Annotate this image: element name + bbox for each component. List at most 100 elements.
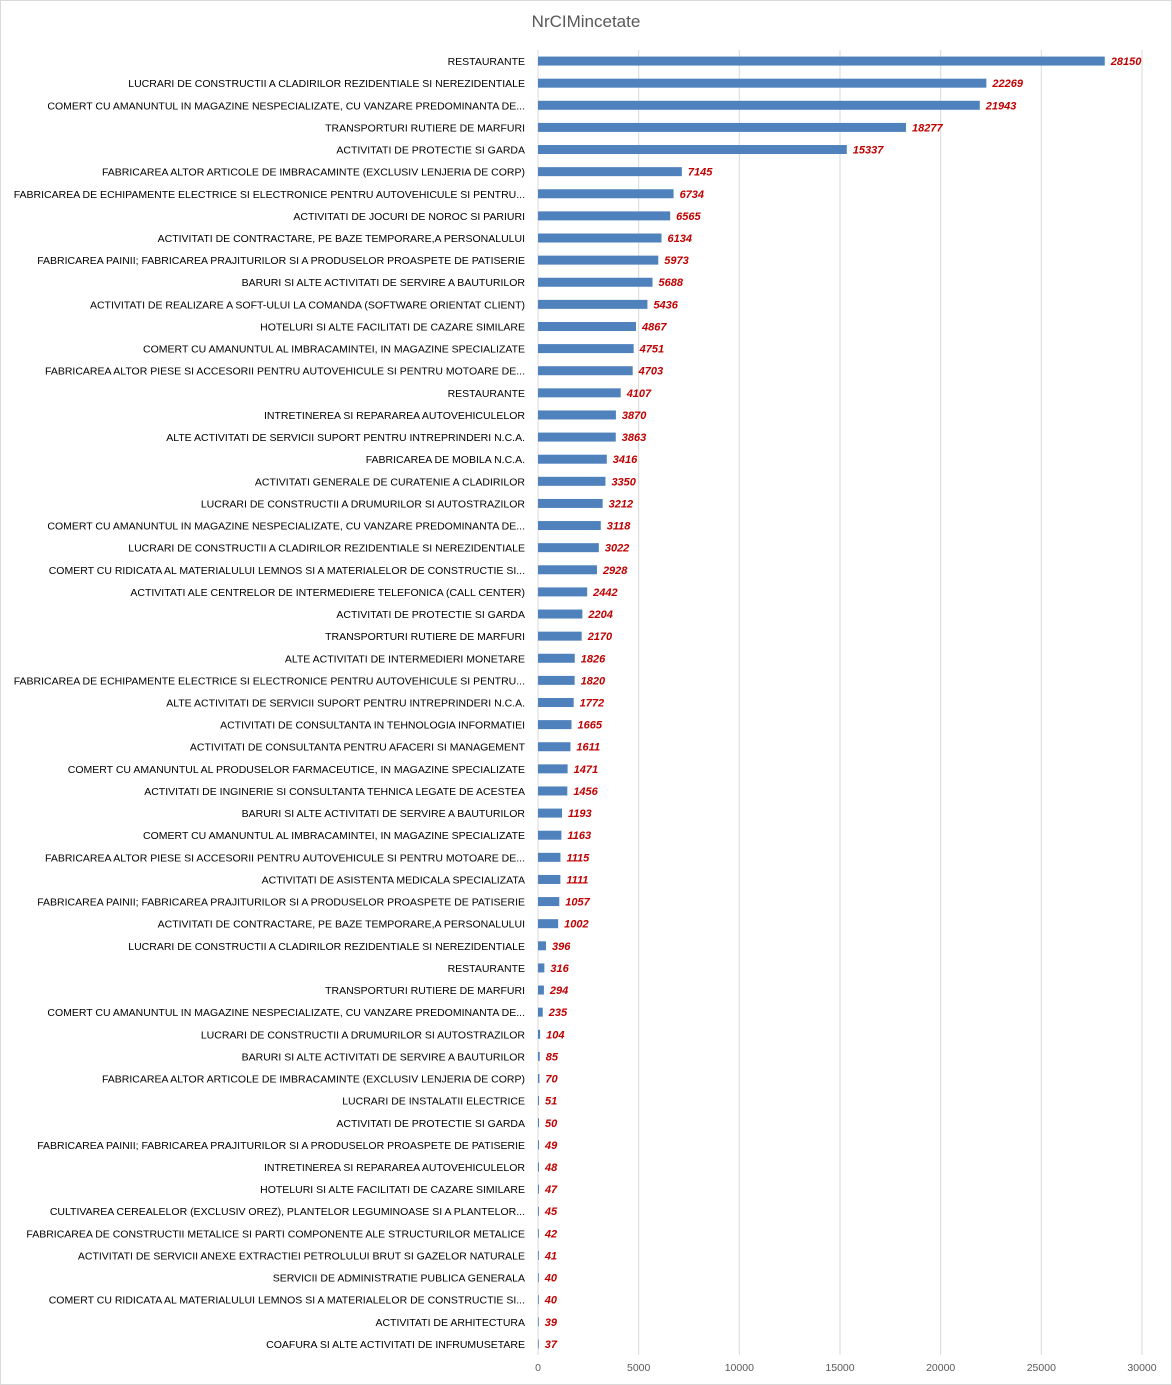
gridlines	[537, 50, 1143, 1355]
bar	[538, 344, 634, 354]
data-label: 45	[544, 1206, 558, 1218]
category-label: ALTE ACTIVITATI DE INTERMEDIERI MONETARE	[285, 653, 525, 665]
category-label: FABRICAREA PAINII; FABRICAREA PRAJITURIL…	[37, 255, 525, 267]
category-label: ACTIVITATI ALE CENTRELOR DE INTERMEDIERE…	[130, 587, 525, 599]
bar	[538, 631, 582, 641]
bar	[538, 1339, 539, 1349]
bar	[538, 1184, 539, 1194]
data-label: 1002	[564, 919, 588, 931]
data-label: 4703	[638, 366, 663, 378]
bar	[538, 1051, 540, 1061]
category-label: SERVICII DE ADMINISTRATIE PUBLICA GENERA…	[273, 1273, 525, 1285]
data-label: 3118	[607, 521, 632, 533]
bar	[538, 874, 561, 884]
category-label: ACTIVITATI DE CONSULTANTA IN TEHNOLOGIA …	[220, 720, 525, 732]
category-label: ACTIVITATI DE CONTRACTARE, PE BAZE TEMPO…	[158, 919, 525, 931]
data-label: 4751	[639, 344, 664, 356]
bar	[538, 653, 575, 663]
data-label: 1115	[566, 852, 590, 864]
bar	[538, 919, 559, 929]
bar	[538, 1029, 541, 1039]
bar	[538, 321, 636, 331]
category-label: LUCRARI DE INSTALATII ELECTRICE	[342, 1096, 525, 1108]
category-label: ACTIVITATI DE ASISTENTA MEDICALA SPECIAL…	[262, 874, 525, 886]
bar	[538, 100, 980, 110]
bar	[538, 609, 583, 619]
bar	[538, 1295, 539, 1305]
x-tick-label: 30000	[1127, 1362, 1156, 1374]
data-label: 1471	[574, 764, 598, 776]
category-label: LUCRARI DE CONSTRUCTII A CLADIRILOR REZI…	[128, 941, 525, 953]
data-label: 316	[550, 963, 569, 975]
bar	[538, 145, 847, 155]
category-label: FABRICAREA PAINII; FABRICAREA PRAJITURIL…	[37, 897, 525, 909]
category-label: FABRICAREA PAINII; FABRICAREA PRAJITURIL…	[37, 1140, 525, 1152]
category-label: HOTELURI SI ALTE FACILITATI DE CAZARE SI…	[260, 321, 525, 333]
data-label: 1665	[578, 720, 603, 732]
category-label: BARURI SI ALTE ACTIVITATI DE SERVIRE A B…	[242, 1051, 526, 1063]
data-label: 4107	[626, 388, 652, 400]
category-label: CULTIVAREA CEREALELOR (EXCLUSIV OREZ), P…	[50, 1206, 525, 1218]
data-label: 1826	[581, 653, 606, 665]
bar	[538, 985, 544, 995]
data-label: 70	[545, 1074, 558, 1086]
category-label: FABRICAREA ALTOR PIESE SI ACCESORII PENT…	[45, 366, 525, 378]
x-axis-ticks: 0 5000 10000 15000 20000 25000 30000	[535, 1362, 1157, 1374]
category-label: COMERT CU AMANUNTUL IN MAGAZINE NESPECIA…	[47, 521, 525, 533]
data-label: 294	[549, 985, 568, 997]
bar	[538, 830, 562, 840]
bar	[538, 675, 575, 685]
data-label: 104	[546, 1029, 564, 1041]
category-label: FABRICAREA DE MOBILA N.C.A.	[366, 454, 525, 466]
category-label: FABRICAREA ALTOR PIESE SI ACCESORII PENT…	[45, 852, 525, 864]
data-label: 51	[545, 1096, 557, 1108]
data-label: 47	[544, 1184, 558, 1196]
category-label: ACTIVITATI DE ARHITECTURA	[375, 1317, 525, 1329]
bar	[538, 454, 607, 464]
x-tick-label: 10000	[725, 1362, 754, 1374]
category-label: FABRICAREA DE ECHIPAMENTE ELECTRICE SI E…	[14, 189, 525, 201]
data-label: 18277	[912, 122, 943, 134]
category-label: ACTIVITATI DE JOCURI DE NOROC SI PARIURI	[293, 211, 525, 223]
category-label: LUCRARI DE CONSTRUCTII A CLADIRILOR REZI…	[128, 543, 525, 555]
x-tick-label: 20000	[926, 1362, 955, 1374]
bars	[538, 56, 1105, 1349]
bar	[538, 720, 572, 730]
data-label: 28150	[1110, 56, 1142, 68]
data-label: 5436	[653, 299, 678, 311]
category-label: ACTIVITATI DE PROTECTIE SI GARDA	[336, 1118, 525, 1130]
bar	[538, 388, 621, 398]
data-label: 235	[548, 1007, 568, 1019]
data-label: 3212	[609, 498, 633, 510]
category-label: ACTIVITATI DE PROTECTIE SI GARDA	[336, 145, 525, 157]
data-label: 7145	[688, 167, 713, 179]
bar	[538, 1162, 539, 1172]
category-label: ACTIVITATI DE CONTRACTARE, PE BAZE TEMPO…	[158, 233, 525, 245]
data-label: 22269	[991, 78, 1023, 90]
bar	[538, 233, 662, 243]
bar	[538, 1228, 539, 1238]
data-label: 4867	[641, 321, 667, 333]
data-label: 21943	[985, 100, 1017, 112]
category-label: TRANSPORTURI RUTIERE DE MARFURI	[325, 122, 525, 134]
category-label: BARURI SI ALTE ACTIVITATI DE SERVIRE A B…	[242, 277, 526, 289]
category-label: ACTIVITATI DE REALIZARE A SOFT-ULUI LA C…	[90, 299, 525, 311]
data-label: 6734	[680, 189, 704, 201]
category-label: COMERT CU AMANUNTUL AL PRODUSELOR FARMAC…	[68, 764, 525, 776]
category-label: ALTE ACTIVITATI DE SERVICII SUPORT PENTR…	[166, 698, 525, 710]
category-label: COMERT CU AMANUNTUL AL IMBRACAMINTEI, IN…	[143, 344, 525, 356]
bar	[538, 498, 603, 508]
category-label: TRANSPORTURI RUTIERE DE MARFURI	[325, 985, 525, 997]
category-label: HOTELURI SI ALTE FACILITATI DE CAZARE SI…	[260, 1184, 525, 1196]
data-label: 37	[545, 1339, 558, 1351]
category-label: ACTIVITATI DE PROTECTIE SI GARDA	[336, 609, 525, 621]
bar	[538, 742, 571, 752]
category-label: COMERT CU RIDICATA AL MATERIALULUI LEMNO…	[49, 1295, 525, 1307]
data-label: 85	[546, 1051, 559, 1063]
category-label: FABRICAREA ALTOR ARTICOLE DE IMBRACAMINT…	[102, 1074, 525, 1086]
x-tick-label: 5000	[627, 1362, 651, 1374]
bar	[538, 1118, 540, 1128]
category-labels: RESTAURANTE LUCRARI DE CONSTRUCTII A CLAD…	[14, 56, 526, 1351]
bar	[538, 476, 606, 486]
